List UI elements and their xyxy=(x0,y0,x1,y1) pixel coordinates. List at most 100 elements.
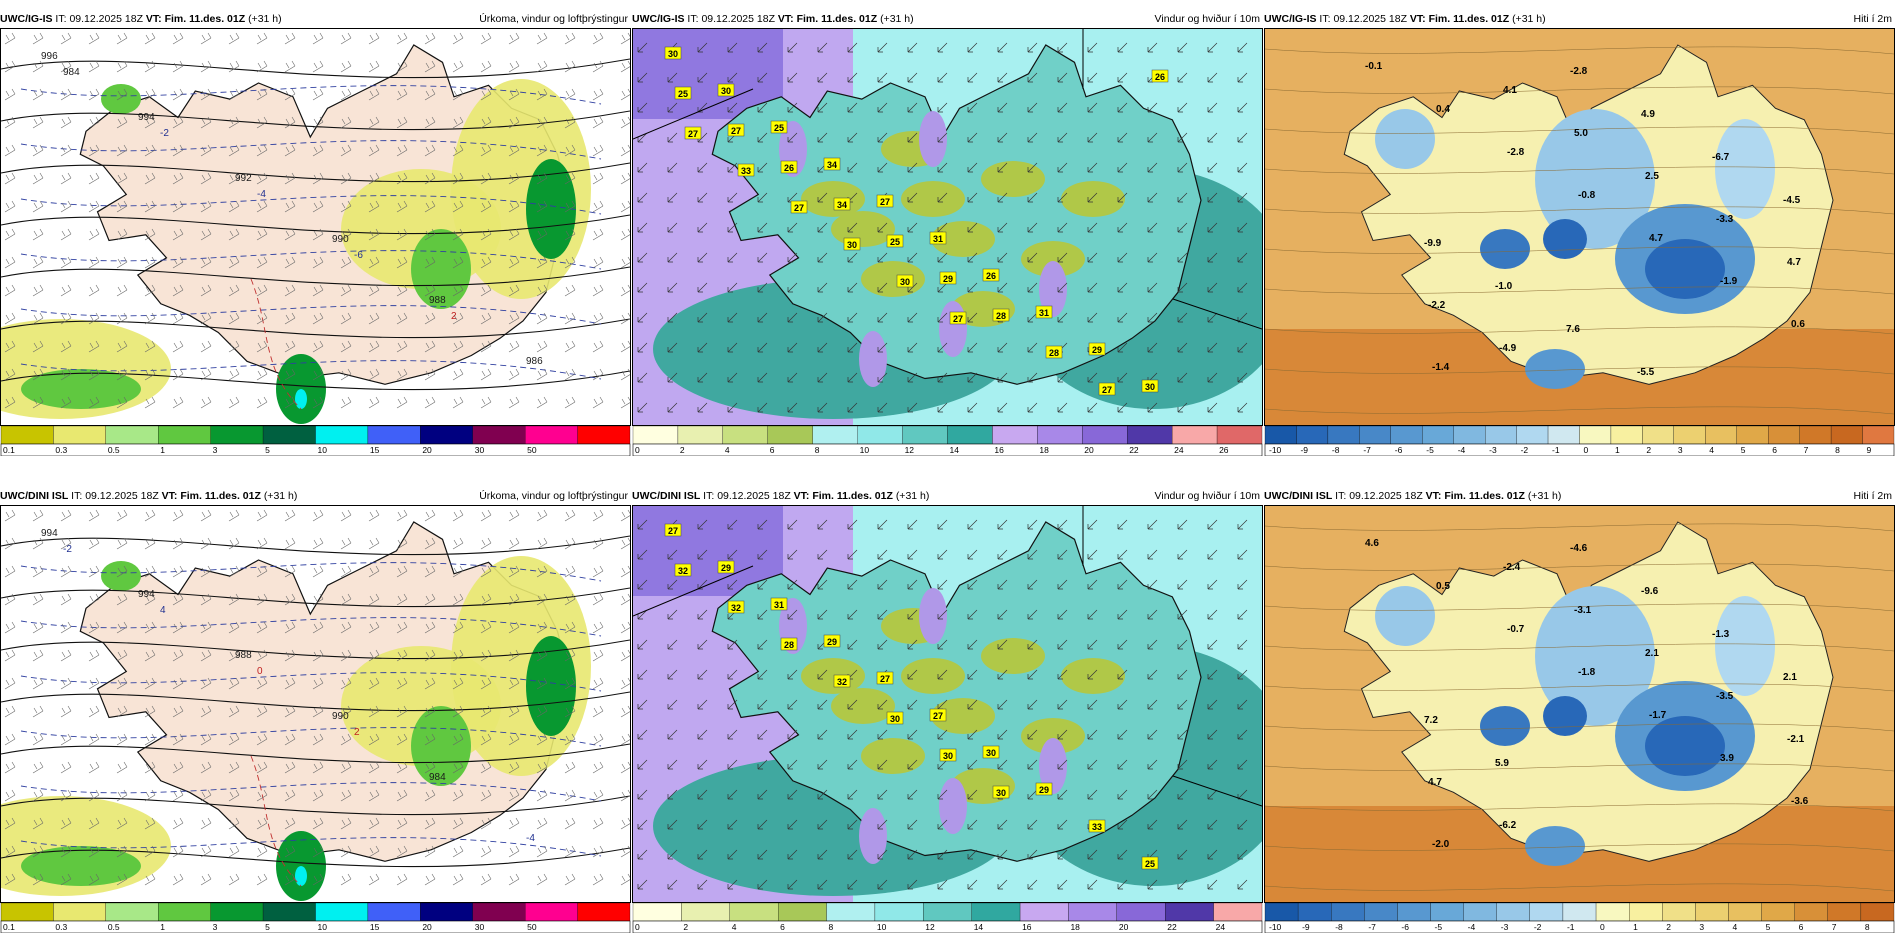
wind-barb xyxy=(4,284,16,297)
wind-arrow xyxy=(937,42,948,53)
wind-arrow xyxy=(757,519,768,530)
wind-barb xyxy=(32,144,44,157)
wind-barb xyxy=(592,172,604,185)
colorbar-label: 8 xyxy=(829,922,834,932)
colorbar-label: 6 xyxy=(1799,922,1804,932)
wind-barb xyxy=(396,200,408,213)
colorbar-swatch xyxy=(902,426,948,445)
wind-barb xyxy=(60,368,72,381)
temp-label: 4.1 xyxy=(1503,85,1517,96)
colorbar-label: -7 xyxy=(1368,922,1376,932)
colorbar-swatch xyxy=(577,903,631,922)
colorbar-label: 24 xyxy=(1216,922,1226,932)
wind-barb xyxy=(32,789,44,802)
wind-barb xyxy=(116,845,128,858)
colorbar-swatch xyxy=(210,903,264,922)
wind-barb xyxy=(424,705,436,718)
wind-barb xyxy=(4,144,16,157)
wind-arrow xyxy=(1177,192,1188,203)
cold-area xyxy=(1715,596,1775,696)
wind-barb xyxy=(508,116,520,129)
svg-text:34: 34 xyxy=(837,200,847,210)
wind-arrow xyxy=(1057,609,1068,620)
wind-arrow xyxy=(1177,132,1188,143)
wind-arrow xyxy=(1027,192,1038,203)
wind-barb xyxy=(536,593,548,606)
wind-arrow xyxy=(1207,252,1218,263)
panel-title: Vindur og hviður í 10m xyxy=(1154,13,1260,25)
wind-arrow xyxy=(1147,729,1158,740)
wind-arrow xyxy=(967,102,978,113)
map-area: 994 994 988 990 984 -4 -2 4 0 2 xyxy=(0,505,631,903)
wind-barb xyxy=(452,200,464,213)
wind-arrow xyxy=(967,849,978,860)
wind-arrow xyxy=(1237,102,1248,113)
map-area: 996 994 992 990 988 986 984 -2 -4 -6 2 xyxy=(0,28,631,426)
wind-barb xyxy=(60,593,72,606)
wind-calm-area xyxy=(901,181,965,217)
wind-barb xyxy=(340,761,352,774)
wind-arrow xyxy=(757,819,768,830)
wind-barb xyxy=(256,116,268,129)
wind-barb xyxy=(284,845,296,858)
wind-arrow xyxy=(637,759,648,770)
wind-barb xyxy=(4,256,16,269)
wind-arrow xyxy=(1147,819,1158,830)
colorbar-swatch xyxy=(677,426,724,445)
wind-arrow xyxy=(697,282,708,293)
wind-barb xyxy=(284,144,296,157)
colorbar-swatch xyxy=(158,426,211,445)
wind-arrow xyxy=(937,849,948,860)
wind-barb xyxy=(508,200,520,213)
wind-barb xyxy=(256,789,268,802)
wind-barb xyxy=(536,705,548,718)
wind-barb xyxy=(256,228,268,241)
wind-arrow xyxy=(817,222,828,233)
wind-arrow xyxy=(1207,849,1218,860)
cold-area xyxy=(1375,109,1435,169)
wind-barb xyxy=(620,649,630,662)
colorbar-swatch xyxy=(1397,903,1431,922)
wind-arrow xyxy=(1087,222,1098,233)
wind-barb xyxy=(452,677,464,690)
precip-area-moderate xyxy=(101,84,141,114)
wind-arrow xyxy=(787,312,798,323)
wind-arrow xyxy=(1147,699,1158,710)
wind-barb xyxy=(396,172,408,185)
colorbar-swatch xyxy=(577,426,631,445)
temp-label: -9.6 xyxy=(1641,586,1659,597)
colorbar-swatch xyxy=(1827,903,1862,922)
colorbar-label: 12 xyxy=(905,445,915,455)
gust-label: 32 xyxy=(674,563,692,577)
map-area: -0.1 0.4 -2.8 -0.8 4.7 -1.9 0.6 -1.4 4.1 5.0 2.5 -3… xyxy=(1264,28,1895,426)
valid-time: VT: Fim. 11.des. 01Z xyxy=(161,490,261,502)
wind-barb xyxy=(396,873,408,886)
gust-label: 26 xyxy=(780,160,798,174)
colorbar-label: 2 xyxy=(1646,445,1651,455)
wind-arrow xyxy=(817,102,828,113)
colorbar-swatch xyxy=(1662,903,1696,922)
wind-arrow xyxy=(1237,729,1248,740)
wind-barb xyxy=(32,705,44,718)
wind-barb xyxy=(424,593,436,606)
colorbar-label: 18 xyxy=(1070,922,1080,932)
wind-barb xyxy=(312,649,324,662)
colorbar-swatch xyxy=(1562,903,1597,922)
wind-arrow xyxy=(637,669,648,680)
wind-barb xyxy=(228,200,240,213)
wind-barb xyxy=(536,172,548,185)
wind-barb xyxy=(312,340,324,353)
wind-barb xyxy=(368,144,380,157)
wind-calm-area xyxy=(1021,241,1085,277)
wind-arrow xyxy=(877,72,888,83)
colorbar-label: 4 xyxy=(732,922,737,932)
wind-barb xyxy=(88,312,100,325)
panel-header: UWC/IG-IS IT: 09.12.2025 18Z VT: Fim. 11… xyxy=(632,10,1263,28)
wind-barb xyxy=(508,789,520,802)
wind-barb xyxy=(368,368,380,381)
wind-barb xyxy=(4,705,16,718)
wind-barb xyxy=(312,677,324,690)
temp-label: -5.5 xyxy=(1637,367,1655,378)
isobar xyxy=(1,743,630,764)
forecast-offset: (+31 h) xyxy=(248,13,282,25)
